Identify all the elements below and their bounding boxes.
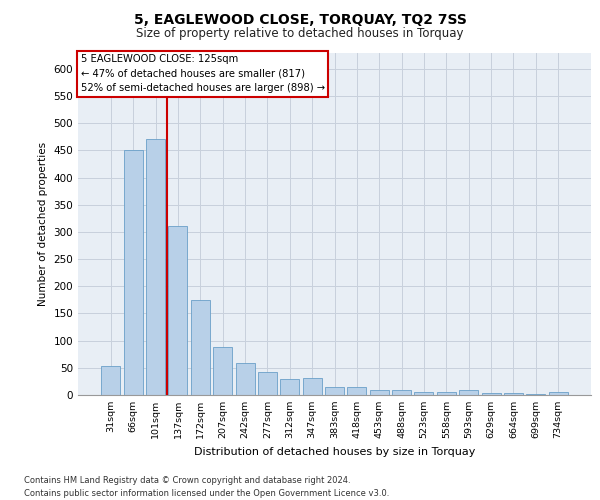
Bar [459,390,478,395]
Bar [101,366,121,395]
Bar [548,392,568,395]
Bar [302,378,322,395]
Bar [191,300,210,395]
Bar [526,394,545,395]
Bar [213,347,232,395]
Bar [236,364,254,395]
Bar [370,390,389,395]
Bar [146,139,165,395]
Bar [415,392,433,395]
Bar [347,387,367,395]
Bar [437,392,456,395]
Text: Contains public sector information licensed under the Open Government Licence v3: Contains public sector information licen… [24,489,389,498]
Bar [504,393,523,395]
Bar [482,393,500,395]
Bar [124,150,143,395]
Bar [280,378,299,395]
X-axis label: Distribution of detached houses by size in Torquay: Distribution of detached houses by size … [194,446,475,456]
Bar [169,226,187,395]
Text: Size of property relative to detached houses in Torquay: Size of property relative to detached ho… [136,28,464,40]
Text: Contains HM Land Registry data © Crown copyright and database right 2024.: Contains HM Land Registry data © Crown c… [24,476,350,485]
Y-axis label: Number of detached properties: Number of detached properties [38,142,48,306]
Bar [258,372,277,395]
Text: 5 EAGLEWOOD CLOSE: 125sqm
← 47% of detached houses are smaller (817)
52% of semi: 5 EAGLEWOOD CLOSE: 125sqm ← 47% of detac… [80,54,325,93]
Bar [325,387,344,395]
Text: 5, EAGLEWOOD CLOSE, TORQUAY, TQ2 7SS: 5, EAGLEWOOD CLOSE, TORQUAY, TQ2 7SS [134,12,466,26]
Bar [392,390,411,395]
